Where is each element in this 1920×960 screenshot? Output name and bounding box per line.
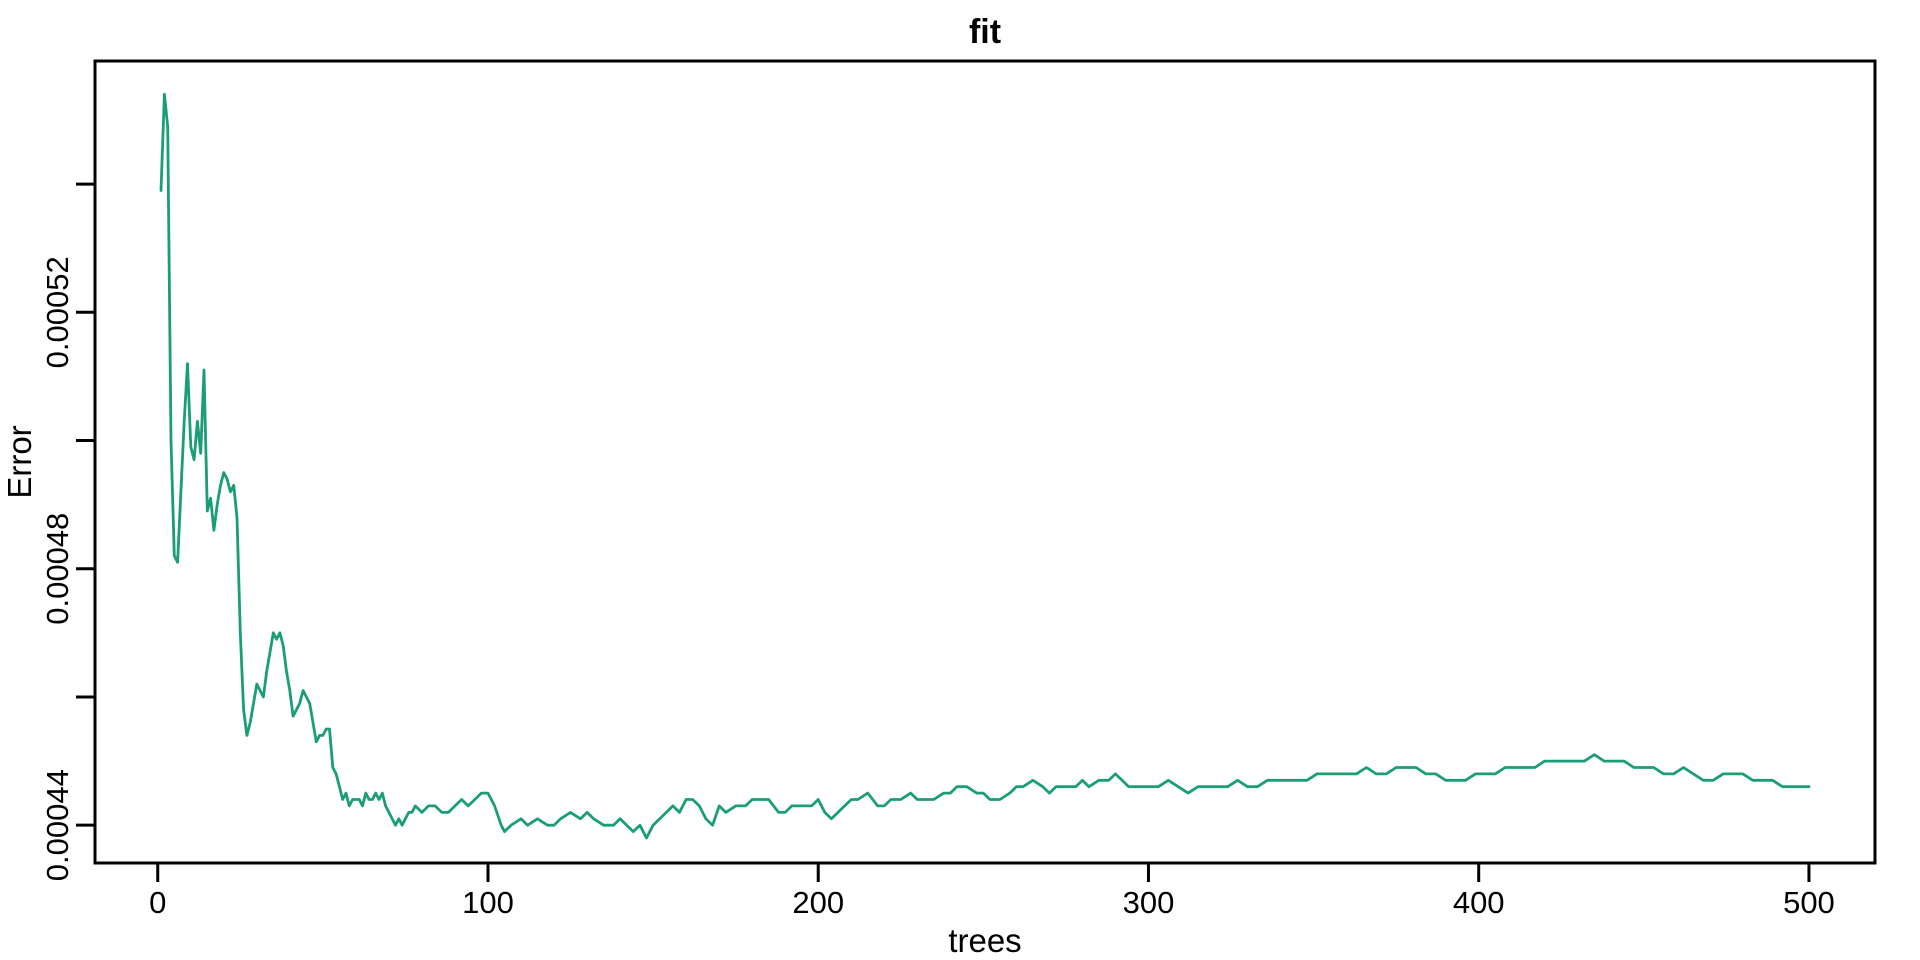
y-axis: 0.00044 0.00048 0.00052 [40, 182, 95, 881]
x-tick-label: 400 [1453, 885, 1505, 920]
x-tick-label: 200 [792, 885, 844, 920]
plot-title: fit [969, 13, 1001, 51]
x-tick-label: 300 [1123, 885, 1175, 920]
x-axis: 0 100 200 300 400 500 [149, 863, 1835, 920]
y-tick-label: 0.00048 [40, 513, 75, 625]
series-group [159, 92, 1811, 840]
y-tick-label: 0.00052 [40, 256, 75, 368]
error-line [159, 92, 1811, 840]
x-tick-label: 0 [149, 885, 166, 920]
y-tick-label: 0.00044 [40, 769, 75, 881]
x-tick-label: 500 [1783, 885, 1835, 920]
plot-frame [93, 59, 1877, 865]
y-axis-label: Error [1, 425, 38, 498]
x-tick-label: 100 [462, 885, 514, 920]
x-axis-label: trees [948, 922, 1021, 959]
